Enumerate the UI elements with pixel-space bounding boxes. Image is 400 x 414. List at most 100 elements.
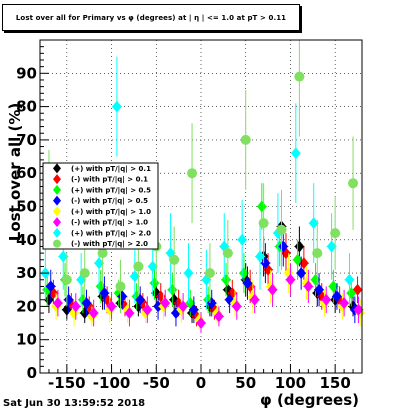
data-point <box>53 297 63 310</box>
data-point <box>160 297 171 310</box>
data-point <box>283 267 294 280</box>
legend: (+) with pT/|q| > 0.1 (-) with pT/|q| > 0… <box>42 162 159 250</box>
data-point <box>187 168 198 179</box>
legend-label: (+) with pT/|q| > 2.0 <box>71 229 151 238</box>
data-point <box>310 273 321 286</box>
x-tick-label: 0 <box>196 374 206 392</box>
data-points <box>40 40 366 334</box>
data-point <box>308 217 319 230</box>
data-point <box>42 283 52 296</box>
data-point <box>294 71 305 82</box>
data-point <box>97 248 108 259</box>
data-point <box>312 248 323 259</box>
data-point <box>321 293 332 306</box>
y-axis-label: Lost over all (%) <box>6 103 24 241</box>
legend-marker <box>53 163 61 174</box>
x-tick-label: 100 <box>275 374 306 392</box>
data-point <box>326 240 337 253</box>
x-tick-label: 50 <box>235 374 256 392</box>
data-point <box>169 254 180 265</box>
legend-label: (-) with pT/|q| > 1.0 <box>71 219 148 228</box>
data-point <box>332 290 342 303</box>
data-point <box>45 280 56 293</box>
data-point <box>70 300 81 313</box>
data-point <box>203 293 213 306</box>
data-point <box>117 290 128 303</box>
data-point <box>149 277 160 290</box>
data-point <box>242 277 253 290</box>
data-point <box>239 267 249 280</box>
x-tick-label: -100 <box>93 374 131 392</box>
data-point <box>294 240 305 253</box>
data-point <box>240 134 251 145</box>
data-point <box>183 267 194 280</box>
chart-title: Lost over all for Primary vs φ (degrees)… <box>2 4 300 31</box>
y-tick-label: 30 <box>16 264 37 282</box>
data-point <box>135 293 145 306</box>
data-point <box>299 257 309 270</box>
legend-label: (+) with pT/|q| > 1.0 <box>71 208 151 217</box>
data-point <box>133 261 144 272</box>
legend-marker <box>53 195 61 206</box>
data-point <box>142 303 153 316</box>
legend-label: (+) with pT/|q| > 0.1 <box>71 165 151 174</box>
legend-marker <box>53 217 61 228</box>
data-point <box>348 178 359 189</box>
data-point <box>120 300 130 313</box>
y-tick-label: 90 <box>16 64 37 82</box>
data-point <box>112 100 122 113</box>
data-point <box>339 297 349 310</box>
legend-marker <box>53 184 61 195</box>
data-point <box>303 280 314 293</box>
data-point <box>151 287 162 300</box>
data-point <box>124 307 135 320</box>
data-point <box>222 248 233 259</box>
legend-marker <box>53 206 61 217</box>
y-tick-label: 20 <box>16 297 37 315</box>
data-point <box>285 273 296 286</box>
data-point <box>245 280 255 293</box>
series-group <box>40 56 355 310</box>
y-tick-label: 40 <box>16 231 37 249</box>
legend-marker <box>53 239 61 248</box>
legend-box <box>42 162 159 250</box>
data-point <box>81 297 92 310</box>
data-point <box>44 293 54 306</box>
data-point <box>291 147 301 160</box>
data-point <box>227 287 238 300</box>
data-point <box>328 280 339 293</box>
axes: -150 -100 -50 0 50 100 150 0 10 20 30 40 50 60 70 80 90 <box>16 39 363 392</box>
legend-marker <box>53 227 61 238</box>
data-point <box>353 303 364 316</box>
data-point <box>330 228 341 239</box>
data-point <box>255 250 265 263</box>
y-tick-label: 60 <box>16 164 37 182</box>
x-axis-label: φ (degrees) <box>260 391 359 409</box>
data-point <box>58 250 69 263</box>
data-point <box>257 200 267 213</box>
data-point <box>278 240 289 253</box>
data-point <box>153 300 163 313</box>
data-point <box>147 260 158 273</box>
x-tick-label: -50 <box>143 374 170 392</box>
x-tick-label: 150 <box>320 374 351 392</box>
data-point <box>249 293 260 306</box>
y-tick-label: 80 <box>16 98 37 116</box>
data-point <box>61 274 72 285</box>
data-point <box>204 268 215 279</box>
x-tick-label: -150 <box>48 374 86 392</box>
data-point <box>206 297 217 310</box>
data-point <box>260 257 271 270</box>
legend-marker <box>53 174 61 185</box>
data-point <box>94 257 104 270</box>
data-point <box>99 287 110 300</box>
y-tick-label: 50 <box>16 198 37 216</box>
legend-label: (-) with pT/|q| > 0.5 <box>71 197 148 206</box>
y-tick-label: 70 <box>16 131 37 149</box>
data-point <box>292 253 303 266</box>
data-point <box>276 224 287 235</box>
data-point <box>314 283 324 296</box>
data-point <box>63 293 74 306</box>
data-point <box>344 273 355 286</box>
data-point <box>79 268 90 279</box>
